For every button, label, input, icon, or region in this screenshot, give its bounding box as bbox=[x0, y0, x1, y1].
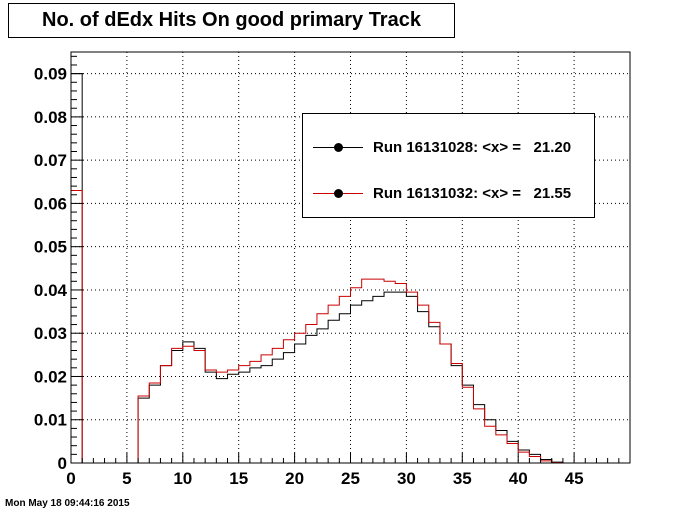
y-tick-label: 0.06 bbox=[34, 194, 67, 213]
tick-labels: 0 5 10 15 20 25 30 35 40 45 0 0.01 0.02 0.03 0.04 0.05 0… bbox=[34, 65, 584, 488]
x-tick-label: 35 bbox=[453, 469, 472, 488]
ticks-layer bbox=[70, 55, 620, 464]
legend-label: Run 16131032: <x> = 21.55 bbox=[373, 185, 572, 202]
legend: Run 16131028: <x> = 21.20 Run 16131032: … bbox=[302, 113, 595, 218]
x-tick-label: 20 bbox=[285, 469, 304, 488]
x-tick-label: 10 bbox=[173, 469, 192, 488]
y-tick-label: 0.04 bbox=[34, 281, 68, 300]
legend-entry-run-16131032: Run 16131032: <x> = 21.55 bbox=[303, 184, 594, 204]
legend-label: Run 16131028: <x> = 21.20 bbox=[373, 139, 572, 156]
timestamp-footer: Mon May 18 09:44:16 2015 bbox=[5, 498, 130, 509]
x-tick-label: 5 bbox=[122, 469, 131, 488]
x-tick-label: 30 bbox=[397, 469, 416, 488]
y-tick-label: 0.02 bbox=[34, 367, 67, 386]
y-tick-label: 0.01 bbox=[34, 411, 67, 430]
legend-entry-run-16131028: Run 16131028: <x> = 21.20 bbox=[303, 138, 594, 158]
histogram-series-2 bbox=[70, 189, 630, 464]
chart-title-box: No. of dEdx Hits On good primary Track bbox=[8, 3, 455, 38]
y-tick-label: 0.09 bbox=[34, 65, 67, 84]
legend-marker bbox=[334, 143, 343, 152]
x-tick-label: 40 bbox=[509, 469, 528, 488]
x-tick-label: 15 bbox=[229, 469, 248, 488]
y-tick-label: 0.05 bbox=[34, 238, 67, 257]
x-tick-label: 0 bbox=[66, 469, 75, 488]
x-tick-label: 45 bbox=[565, 469, 584, 488]
y-tick-label: 0.07 bbox=[34, 151, 67, 170]
chart-title: No. of dEdx Hits On good primary Track bbox=[42, 9, 421, 31]
y-tick-label: 0.03 bbox=[34, 324, 67, 343]
legend-marker bbox=[334, 189, 343, 198]
series-layer bbox=[70, 73, 630, 464]
x-tick-label: 25 bbox=[341, 469, 360, 488]
y-tick-label: 0.08 bbox=[34, 108, 67, 127]
y-tick-label: 0 bbox=[58, 454, 67, 473]
